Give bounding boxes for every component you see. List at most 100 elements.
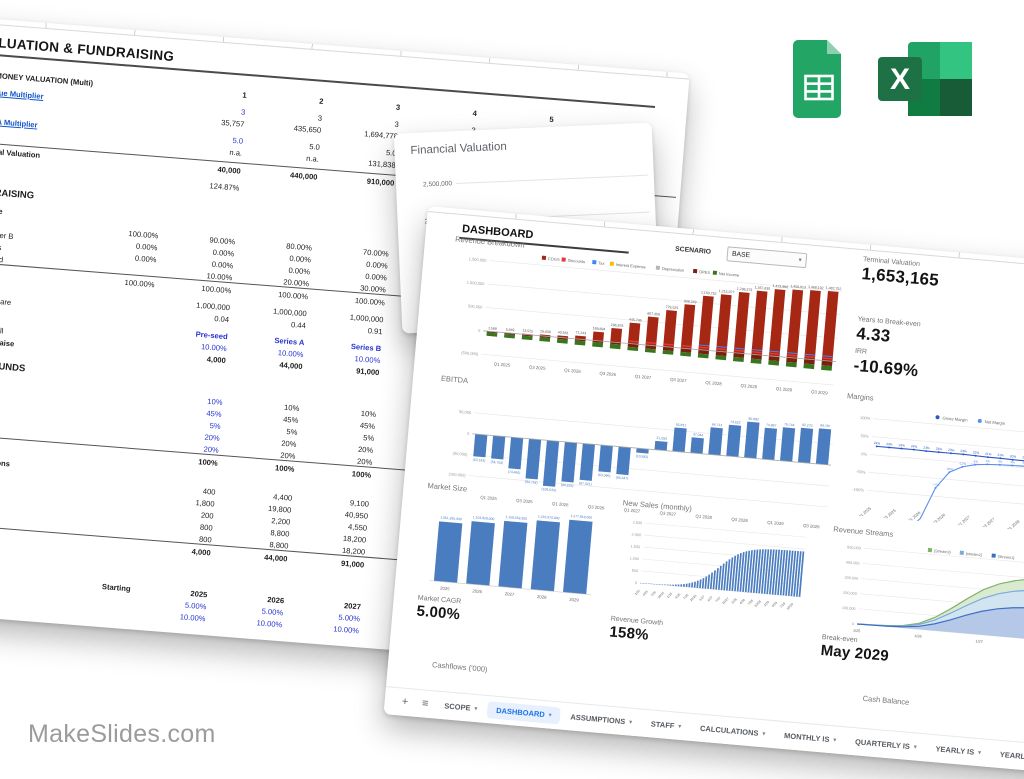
svg-text:2,000: 2,000 (631, 533, 641, 538)
svg-text:1,296,373: 1,296,373 (737, 287, 753, 292)
svg-text:29,636: 29,636 (540, 329, 551, 334)
svg-text:50,000: 50,000 (459, 409, 472, 415)
svg-text:Tax: Tax (598, 260, 605, 266)
svg-text:1%: 1% (985, 459, 990, 463)
svg-text:0: 0 (467, 431, 470, 436)
cell-value: 91,000 (302, 362, 379, 377)
svg-text:64,713: 64,713 (712, 422, 723, 427)
cell-value: 100.00% (231, 286, 308, 301)
svg-text:500,000: 500,000 (468, 303, 484, 309)
kpi-value: 4.33 (856, 324, 921, 349)
svg-text:1,277,819,000: 1,277,819,000 (570, 514, 592, 520)
cell-value: n.a. (165, 143, 242, 158)
cell-value: 10.00% (128, 608, 205, 623)
svg-text:607,356: 607,356 (647, 311, 660, 316)
cell-value: 91,000 (287, 555, 364, 570)
svg-text:3%: 3% (998, 459, 1003, 463)
cell-value: 100% (294, 465, 371, 480)
svg-text:1,450,013: 1,450,013 (790, 284, 806, 289)
sheet-tabbar: + ≡ SCOPEDASHBOARDASSUMPTIONSSTAFFCALCUL… (384, 686, 1024, 779)
svg-text:4/27: 4/27 (706, 595, 713, 602)
svg-text:1,051,265,000: 1,051,265,000 (440, 515, 462, 521)
sheet-tab-yearly-balance[interactable]: YEARLY BALANCE (990, 745, 1024, 770)
svg-text:1/27: 1/27 (975, 639, 983, 644)
svg-text:Q3 2027: Q3 2027 (981, 516, 997, 530)
svg-text:1,468,102: 1,468,102 (808, 285, 824, 290)
sheet-tab-yearly-is[interactable]: YEARLY IS (926, 740, 991, 762)
svg-text:2027: 2027 (505, 591, 516, 597)
svg-text:23%: 23% (923, 446, 930, 451)
cell-value: 100% (141, 453, 218, 468)
row-label: RRI (0, 162, 86, 180)
svg-text:74,987: 74,987 (766, 423, 777, 428)
svg-text:Q3 2028: Q3 2028 (740, 383, 757, 389)
sheet-tab-staff[interactable]: STAFF (641, 715, 691, 736)
svg-text:10/26: 10/26 (689, 594, 698, 603)
kpi-break-even: Break-even May 2029 (820, 634, 890, 665)
svg-text:Q1 2028: Q1 2028 (1005, 518, 1021, 532)
sheet-tab-assumptions[interactable]: ASSUMPTIONS (561, 708, 642, 732)
svg-text:10/25: 10/25 (657, 591, 666, 600)
svg-text:21%: 21% (997, 453, 1004, 458)
sheet-tab-calculations[interactable]: CALCULATIONS (690, 719, 775, 743)
market-size-svg: 1,051,265,00020251,103,828,00020261,159,… (418, 492, 604, 611)
svg-text:1,569: 1,569 (488, 326, 497, 331)
svg-text:Q3 2025: Q3 2025 (529, 364, 546, 370)
cell-value: 0.04 (152, 309, 229, 324)
cell-value: n.a. (242, 149, 319, 164)
svg-text:Q3 2026: Q3 2026 (599, 371, 616, 377)
cell-value: 100.00% (308, 292, 385, 307)
svg-text:Discounts: Discounts (567, 258, 585, 265)
dashboard-sheet-window: DASHBOARD SCENARIO BASE Revenue Breakdow… (384, 206, 1024, 779)
svg-text:{Stream1}: {Stream1} (997, 555, 1015, 561)
svg-text:23%: 23% (948, 448, 955, 453)
row-label: PRE-MONEY VALUATION (Multi) (0, 70, 93, 88)
cell-value: 35,757 (167, 114, 244, 129)
svg-text:1,423,966: 1,423,966 (772, 284, 788, 289)
sheet-tab-scope[interactable]: SCOPE (435, 697, 487, 718)
cell-value (85, 181, 162, 187)
svg-text:-30%: -30% (946, 467, 954, 472)
sheet-tab-monthly-is[interactable]: MONTHLY IS (774, 726, 845, 749)
svg-text:1,000,000: 1,000,000 (466, 280, 485, 287)
cell-value: 4,000 (134, 542, 211, 557)
svg-text:10/27: 10/27 (721, 596, 730, 605)
svg-text:40,561: 40,561 (558, 330, 569, 335)
svg-text:82,270: 82,270 (802, 423, 813, 428)
svg-text:2029: 2029 (569, 597, 580, 603)
svg-text:1,103,828,000: 1,103,828,000 (473, 515, 495, 521)
svg-text:4%: 4% (1010, 460, 1015, 464)
svg-text:84,787: 84,787 (820, 423, 831, 428)
cash-balance-chart-title: Cash Balance (862, 694, 909, 707)
svg-text:1/26: 1/26 (914, 634, 922, 639)
cell-value: 10.00% (205, 614, 282, 629)
svg-text:(63,096): (63,096) (598, 473, 611, 478)
svg-text:100,000: 100,000 (842, 606, 856, 611)
svg-text:{Stream3}: {Stream3} (934, 549, 952, 555)
svg-text:OPEX: OPEX (699, 269, 711, 275)
svg-text:20%: 20% (1010, 454, 1017, 459)
svg-text:Q1 2027: Q1 2027 (956, 514, 972, 528)
sheet-tab-quarterly-is[interactable]: QUARTERLY IS (845, 733, 926, 757)
cell-value: 10.00% (282, 620, 359, 635)
svg-text:1/26: 1/26 (666, 592, 673, 599)
all-sheets-menu-icon[interactable]: ≡ (414, 690, 437, 719)
svg-text:(94,754): (94,754) (525, 480, 538, 485)
cell-value (316, 199, 393, 205)
kpi-value: -10.69% (853, 356, 919, 382)
cell-value: 100.00% (77, 274, 154, 289)
svg-text:Net Margin: Net Margin (985, 419, 1007, 426)
sheet-tab-dashboard[interactable]: DASHBOARD (486, 701, 561, 724)
svg-text:(100,000): (100,000) (448, 471, 466, 478)
cell-value: 5 (477, 109, 554, 124)
svg-text:22%: 22% (973, 450, 980, 455)
add-sheet-button[interactable]: + (394, 688, 417, 717)
svg-text:1,500: 1,500 (630, 544, 640, 549)
svg-text:500: 500 (631, 569, 638, 574)
svg-text:(500,000): (500,000) (461, 350, 479, 357)
svg-text:24%: 24% (886, 442, 893, 447)
svg-text:Net Income: Net Income (719, 271, 741, 278)
cell-value: 1,694,778 (321, 126, 398, 141)
